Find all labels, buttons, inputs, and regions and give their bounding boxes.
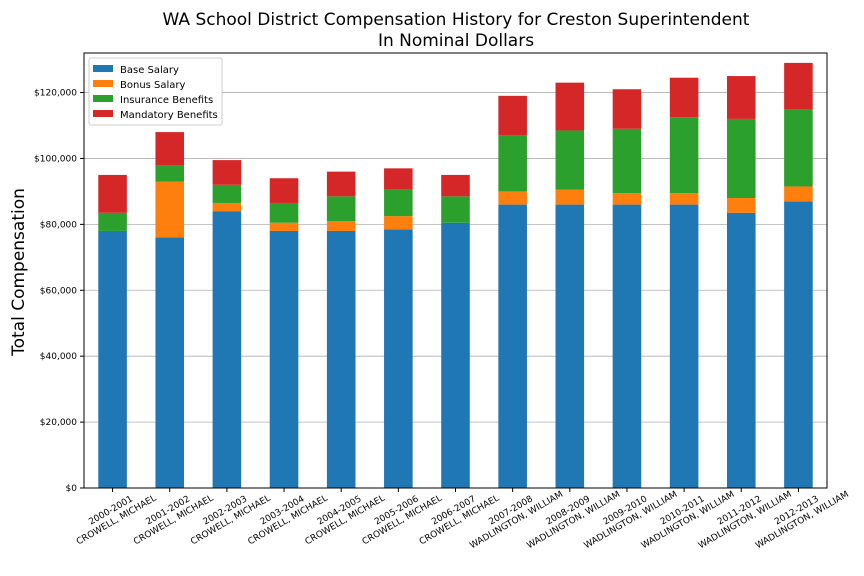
bar-segment [498,191,527,205]
y-axis-label: Total Compensation [9,188,29,357]
bar-segment [441,174,470,197]
bar-segment [612,128,642,194]
bar-segment [612,89,642,129]
bar-segment [269,202,299,223]
bars [98,62,813,489]
bar-segment [498,135,527,192]
bar-segment [726,76,756,119]
bar-segment [441,196,470,223]
bar-segment [384,189,413,217]
bar-segment [98,174,127,213]
bar-segment [498,95,527,136]
bar-segment [384,168,413,190]
bar-segment [384,216,413,230]
legend-label: Bonus Salary [120,80,186,91]
bar-segment [326,171,356,197]
bar-segment [155,165,185,182]
legend-label: Mandatory Benefits [120,110,218,121]
bar-segment [784,201,813,488]
y-tick-label: $0 [66,484,78,494]
bar-segment [498,204,527,488]
bar-segment [98,230,127,489]
bar-segment [669,117,699,194]
legend-swatch [93,95,113,102]
legend-swatch [93,65,113,72]
bar-segment [269,178,299,203]
bar-segment [384,229,413,488]
bar-segment [155,132,185,166]
bar-segment [441,222,470,488]
bar-segment [726,198,756,213]
x-axis-ticks: 2000-2001CROWELL, MICHAEL2001-2002CROWEL… [75,480,851,551]
legend-swatch [93,110,113,117]
bar-segment [98,212,127,231]
bar-segment [555,189,585,205]
bar-segment [555,204,585,488]
chart-title: WA School District Compensation History … [163,10,750,30]
y-tick-label: $120,000 [34,89,77,99]
y-axis-ticks: $0 $20,000 $40,000 $60,000 $80,000 $100,000 $1… [34,89,84,494]
legend: Base Salary Bonus Salary Insurance Benefit… [88,57,223,126]
bar-segment [555,130,585,190]
bar-segment [212,202,242,212]
y-tick-label: $20,000 [40,418,77,428]
chart-subtitle: In Nominal Dollars [378,31,534,51]
bar-segment [326,230,356,489]
bar-segment [612,204,642,488]
bar-segment [155,181,185,238]
legend-swatch [93,80,113,87]
bar-segment [326,221,356,231]
bar-segment [784,186,813,202]
legend-frame [88,57,223,126]
bar-segment [212,211,242,488]
y-tick-label: $60,000 [40,286,77,296]
bar-segment [726,212,756,489]
bar-segment [784,62,813,110]
bar-segment [155,237,185,488]
bar-segment [555,82,585,131]
bar-segment [269,222,299,231]
bar-segment [669,77,699,118]
x-tick-label: 2012-2013WADLINGTON, WILLIAM [749,480,851,551]
bar-segment [669,193,699,205]
bar-segment [212,184,242,203]
bar-segment [669,204,699,488]
bar-segment [212,160,242,185]
legend-label: Insurance Benefits [120,95,213,106]
y-tick-label: $100,000 [34,154,77,164]
bar-segment [784,109,813,187]
bar-segment [726,118,756,198]
bar-segment [326,196,356,222]
bar-segment [269,230,299,489]
y-tick-label: $80,000 [40,220,77,230]
y-tick-label: $40,000 [40,352,77,362]
legend-label: Base Salary [120,65,179,76]
bar-segment [612,193,642,205]
